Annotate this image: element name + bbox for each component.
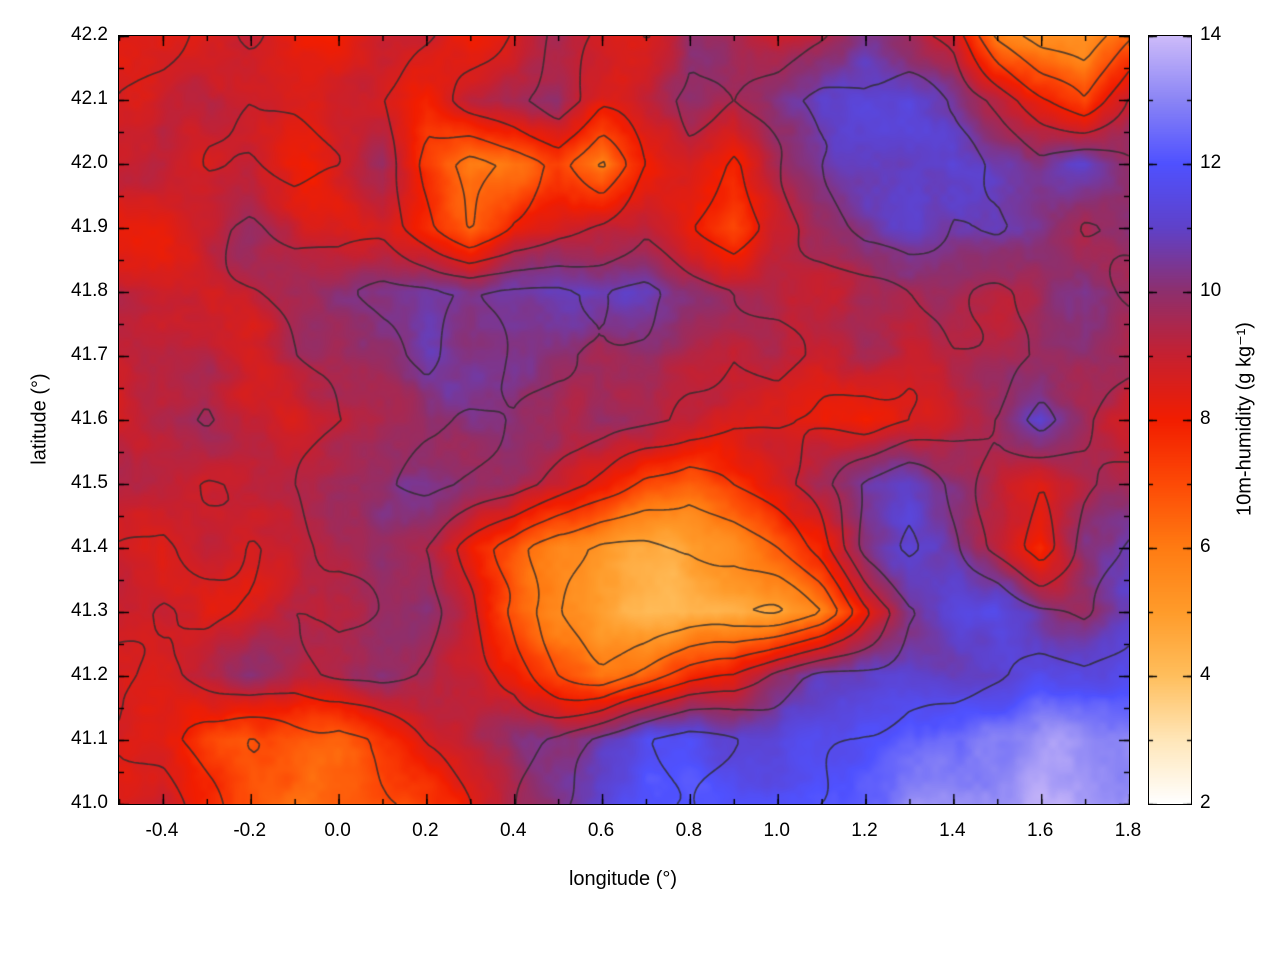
y-tick-label: 42.2 <box>71 24 108 45</box>
colorbar-tick-label: 10 <box>1200 280 1222 301</box>
x-tick-label: 1.0 <box>763 820 790 841</box>
y-tick-label: 41.6 <box>71 408 108 429</box>
heatmap-canvas <box>119 36 1129 804</box>
x-tick-label: 1.2 <box>851 820 878 841</box>
x-tick-label: 0.2 <box>412 820 439 841</box>
y-tick-label: 41.8 <box>71 280 108 301</box>
x-tick-label: 1.8 <box>1114 820 1142 841</box>
colorbar-tick-label: 2 <box>1200 792 1211 813</box>
x-axis-label: longitude (°) <box>568 868 678 890</box>
colorbar <box>1148 35 1192 805</box>
colorbar-tick-label: 8 <box>1200 408 1211 429</box>
x-tick-label: 1.4 <box>939 820 966 841</box>
x-tick-label: 1.6 <box>1026 820 1054 841</box>
x-tick-label: 0.8 <box>675 820 703 841</box>
x-tick-label: -0.4 <box>145 820 179 841</box>
x-tick-label: 0.6 <box>587 820 615 841</box>
y-tick-label: 41.7 <box>71 344 108 365</box>
y-tick-label: 42.0 <box>71 152 108 173</box>
y-tick-label: 41.2 <box>71 664 108 685</box>
y-tick-label: 41.5 <box>71 472 108 493</box>
colorbar-tick-label: 6 <box>1200 536 1211 557</box>
plot-area <box>118 35 1130 805</box>
y-tick-label: 41.0 <box>71 792 108 813</box>
colorbar-gradient <box>1149 36 1191 804</box>
x-tick-label: 0.4 <box>499 820 527 841</box>
x-tick-label: 0.0 <box>324 820 351 841</box>
y-tick-label: 41.3 <box>71 600 108 621</box>
y-tick-label: 41.9 <box>71 216 108 237</box>
colorbar-tick-label: 14 <box>1200 24 1222 45</box>
colorbar-tick-label: 12 <box>1200 152 1222 173</box>
x-tick-label: -0.2 <box>233 820 267 841</box>
colorbar-label: 10m-humidity (g kg⁻¹) <box>1233 322 1256 516</box>
y-tick-label: 41.4 <box>71 536 108 557</box>
colorbar-tick-label: 4 <box>1200 664 1211 685</box>
y-tick-label: 41.1 <box>71 728 108 749</box>
y-tick-label: 42.1 <box>71 88 108 109</box>
